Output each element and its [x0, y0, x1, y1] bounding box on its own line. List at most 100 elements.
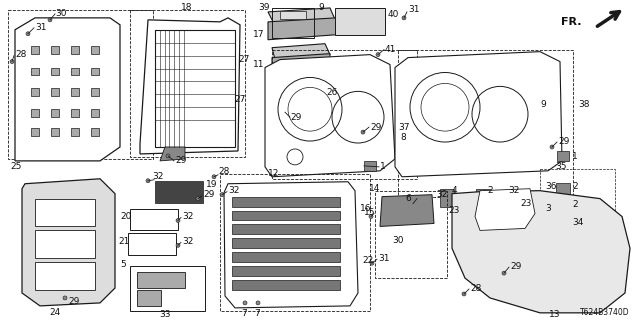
Polygon shape [452, 191, 630, 313]
Text: 29: 29 [68, 297, 79, 307]
Circle shape [243, 301, 247, 305]
Circle shape [196, 197, 200, 201]
Text: 1: 1 [572, 152, 578, 161]
Text: 14: 14 [369, 184, 380, 193]
Text: 31: 31 [378, 254, 390, 263]
Text: 41: 41 [385, 45, 396, 54]
Bar [31, 88, 39, 96]
Text: 7: 7 [241, 309, 247, 318]
Bar [398, 50, 573, 197]
Bar [476, 189, 490, 207]
Bar [232, 280, 340, 290]
Bar [51, 68, 59, 76]
Circle shape [256, 301, 260, 305]
Circle shape [370, 261, 374, 265]
Bar [71, 88, 79, 96]
Bar [364, 161, 376, 171]
Polygon shape [160, 147, 185, 161]
Text: 30: 30 [55, 9, 67, 19]
Text: 23: 23 [520, 199, 531, 208]
Text: 2: 2 [572, 200, 578, 209]
Text: 31: 31 [408, 5, 419, 14]
Bar [71, 68, 79, 76]
Bar [155, 181, 203, 203]
Text: 21: 21 [118, 237, 129, 246]
Bar [556, 183, 570, 197]
Text: 26: 26 [326, 88, 337, 97]
Polygon shape [224, 182, 358, 308]
Text: 15: 15 [364, 208, 375, 217]
Text: 33: 33 [159, 310, 171, 319]
Polygon shape [380, 195, 434, 227]
Text: 2: 2 [572, 182, 578, 191]
Bar [540, 169, 615, 288]
Text: 5: 5 [120, 260, 126, 269]
Polygon shape [282, 84, 313, 105]
Circle shape [361, 130, 365, 134]
Polygon shape [272, 44, 330, 60]
Text: 39: 39 [259, 4, 270, 12]
Text: 7: 7 [254, 309, 260, 318]
Bar [556, 217, 570, 230]
Text: 29: 29 [290, 113, 301, 122]
Text: 28: 28 [470, 284, 481, 292]
Text: 18: 18 [181, 4, 193, 12]
Text: 9: 9 [318, 4, 324, 12]
Bar [232, 224, 340, 234]
Bar [130, 209, 178, 230]
Text: 28: 28 [15, 50, 26, 59]
Bar [155, 30, 235, 147]
Text: 8: 8 [400, 132, 406, 141]
Polygon shape [395, 52, 562, 177]
Bar [35, 230, 95, 258]
Bar [375, 191, 447, 278]
Bar [130, 10, 245, 157]
Bar [130, 266, 205, 311]
Text: 37: 37 [398, 123, 410, 132]
Bar [35, 262, 95, 290]
Circle shape [146, 179, 150, 183]
Text: 25: 25 [10, 162, 21, 171]
Circle shape [462, 292, 466, 296]
Circle shape [369, 214, 373, 219]
Text: 32: 32 [436, 190, 447, 199]
Text: 29: 29 [175, 156, 186, 165]
Bar [557, 151, 569, 161]
Polygon shape [22, 179, 115, 306]
Bar [232, 266, 340, 276]
Text: 32: 32 [182, 212, 193, 221]
Text: 9: 9 [540, 100, 546, 109]
Polygon shape [140, 18, 240, 154]
Bar [232, 252, 340, 262]
Text: 29: 29 [370, 123, 381, 132]
Circle shape [26, 32, 30, 36]
Polygon shape [268, 8, 336, 26]
Text: 19: 19 [206, 180, 218, 189]
Text: 29: 29 [558, 137, 570, 146]
Circle shape [411, 202, 415, 205]
Text: 6: 6 [405, 194, 411, 203]
Text: 27: 27 [238, 55, 250, 64]
Text: 32: 32 [182, 237, 193, 246]
Polygon shape [273, 76, 322, 113]
Bar [220, 174, 370, 311]
Circle shape [166, 154, 170, 158]
Bar [280, 11, 306, 19]
Text: 35: 35 [555, 162, 566, 171]
Bar [91, 88, 99, 96]
Circle shape [550, 145, 554, 149]
Text: 38: 38 [578, 100, 589, 109]
Bar [91, 109, 99, 117]
Bar [51, 88, 59, 96]
Text: 12: 12 [268, 169, 280, 178]
Polygon shape [265, 55, 395, 177]
Text: 20: 20 [120, 212, 131, 221]
Bar [51, 128, 59, 136]
Bar [71, 109, 79, 117]
Bar [128, 233, 176, 255]
Polygon shape [475, 189, 535, 230]
Text: 22: 22 [362, 256, 373, 265]
Polygon shape [15, 18, 120, 161]
Text: 17: 17 [253, 30, 264, 39]
Bar [440, 189, 454, 207]
